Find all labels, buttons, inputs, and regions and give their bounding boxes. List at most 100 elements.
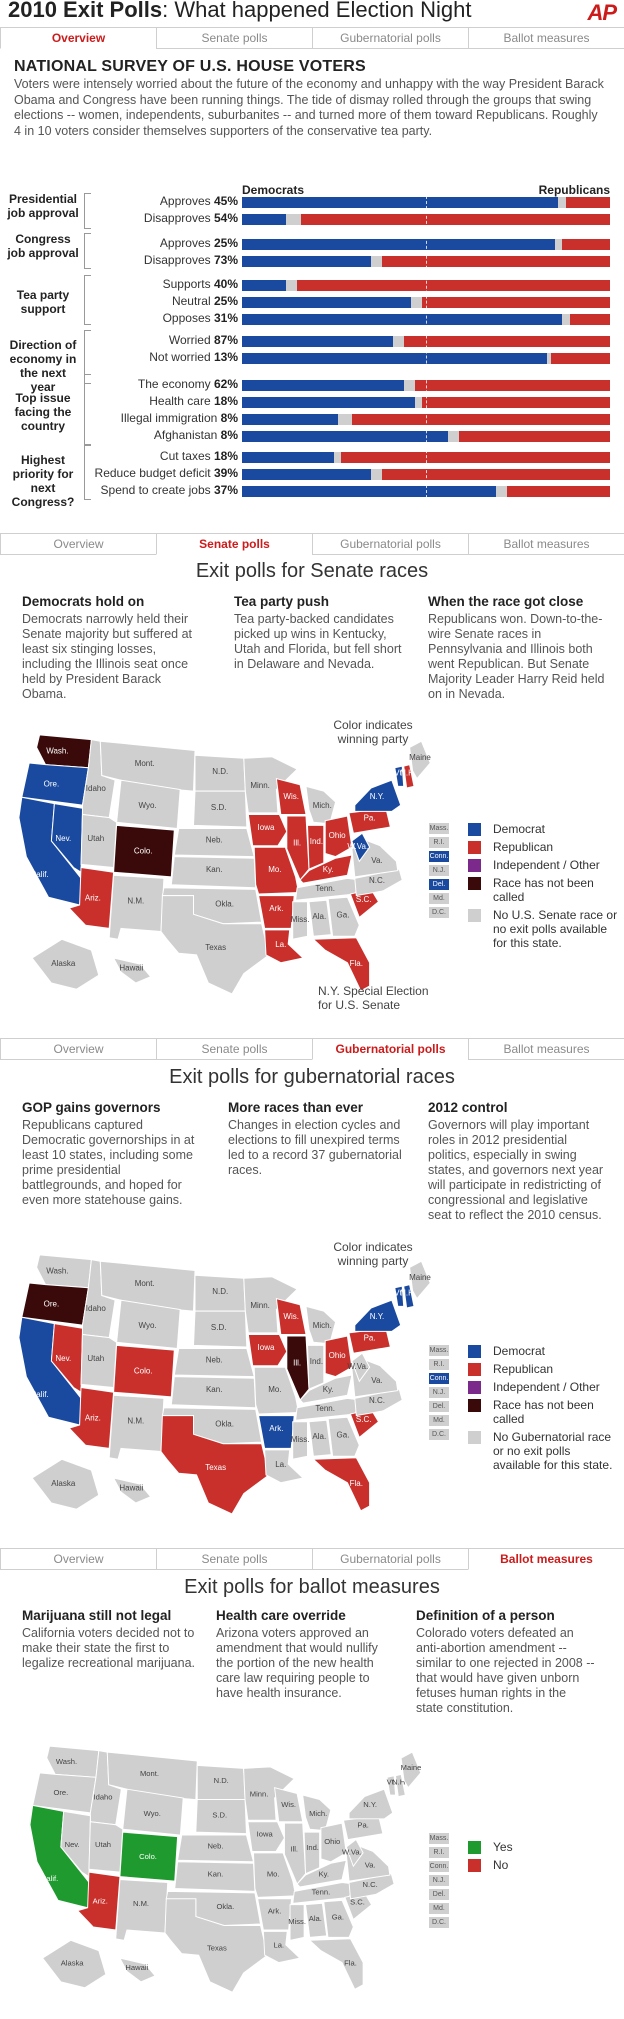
state-fla-shape[interactable]: [312, 937, 371, 992]
state-hawaii-shape[interactable]: [112, 1477, 152, 1504]
state-minn-shape[interactable]: [243, 1766, 296, 1821]
state-kan-shape[interactable]: [170, 856, 257, 889]
state-ala-shape[interactable]: [308, 899, 332, 937]
state-ariz-shape[interactable]: [68, 866, 115, 929]
state-wva-shape[interactable]: [351, 832, 371, 863]
state-ariz-shape[interactable]: [76, 1871, 121, 1931]
state-colo-shape[interactable]: [119, 1831, 179, 1882]
tab-overview[interactable]: Overview: [0, 1548, 157, 1570]
state-la-shape[interactable]: [264, 1449, 305, 1484]
state-ark-shape[interactable]: [257, 1898, 293, 1931]
state-nev-shape[interactable]: [50, 1323, 84, 1394]
state-wva-shape[interactable]: [345, 1838, 364, 1868]
small-state-box[interactable]: D.C.: [428, 1428, 450, 1441]
small-state-box[interactable]: N.J.: [428, 864, 450, 877]
state-miss-shape[interactable]: [292, 1421, 308, 1460]
state-la-shape[interactable]: [262, 1930, 301, 1964]
state-hawaii-shape[interactable]: [112, 957, 152, 984]
state-ny-shape[interactable]: [348, 1788, 394, 1820]
state-ind-shape[interactable]: [306, 1344, 325, 1390]
state-wyo-shape[interactable]: [116, 779, 181, 830]
small-state-box[interactable]: Md.: [428, 1902, 450, 1915]
small-state-box[interactable]: R.I.: [428, 1846, 450, 1859]
state-kan-shape[interactable]: [174, 1861, 256, 1892]
tab-gubernatorial[interactable]: Gubernatorial polls: [312, 27, 469, 49]
state-maine-shape[interactable]: [400, 1751, 422, 1789]
small-state-box[interactable]: Mass.: [428, 1344, 450, 1357]
state-kan-shape[interactable]: [170, 1376, 257, 1409]
tab-senate[interactable]: Senate polls: [156, 533, 313, 555]
state-texas-shape[interactable]: [164, 1898, 269, 1993]
state-ill-shape[interactable]: [283, 1822, 307, 1885]
tab-ballot[interactable]: Ballot measures: [468, 27, 624, 49]
small-state-box[interactable]: Del.: [428, 878, 450, 891]
state-minn-shape[interactable]: [243, 756, 298, 814]
state-alaska-shape[interactable]: [31, 1458, 100, 1510]
state-hawaii-shape[interactable]: [119, 1957, 156, 1983]
small-state-box[interactable]: R.I.: [428, 1358, 450, 1371]
state-ohio-shape[interactable]: [324, 815, 353, 858]
small-state-box[interactable]: D.C.: [428, 1916, 450, 1929]
state-wis-shape[interactable]: [275, 1297, 307, 1335]
small-state-box[interactable]: D.C.: [428, 906, 450, 919]
state-ny-shape[interactable]: [354, 779, 402, 812]
state-ark-shape[interactable]: [258, 895, 295, 929]
state-alaska-shape[interactable]: [31, 938, 100, 990]
state-sd-shape[interactable]: [192, 790, 248, 828]
state-ky-shape[interactable]: [296, 1859, 347, 1888]
small-state-box[interactable]: N.J.: [428, 1386, 450, 1399]
small-state-box[interactable]: Md.: [428, 1414, 450, 1427]
state-nm-shape[interactable]: [115, 1879, 169, 1941]
state-nh-shape[interactable]: [403, 763, 415, 789]
tab-overview[interactable]: Overview: [0, 1038, 157, 1060]
small-state-box[interactable]: R.I.: [428, 836, 450, 849]
state-wva-shape[interactable]: [351, 1352, 371, 1383]
small-state-box[interactable]: Del.: [428, 1400, 450, 1413]
small-state-box[interactable]: Md.: [428, 892, 450, 905]
state-fla-shape[interactable]: [312, 1457, 371, 1512]
state-fla-shape[interactable]: [308, 1938, 364, 1990]
small-state-box[interactable]: Conn.: [428, 1372, 450, 1385]
state-iowa-shape[interactable]: [247, 814, 288, 847]
small-state-box[interactable]: Conn.: [428, 850, 450, 863]
tab-senate[interactable]: Senate polls: [156, 1548, 313, 1570]
state-vt-shape[interactable]: [394, 765, 405, 787]
tab-gubernatorial[interactable]: Gubernatorial polls: [312, 533, 469, 555]
tab-overview[interactable]: Overview: [0, 533, 157, 555]
state-texas-shape[interactable]: [160, 895, 270, 995]
state-iowa-shape[interactable]: [247, 1821, 285, 1852]
tab-senate[interactable]: Senate polls: [156, 27, 313, 49]
state-ala-shape[interactable]: [308, 1419, 332, 1457]
state-texas-shape[interactable]: [160, 1415, 270, 1515]
state-nh-shape[interactable]: [394, 1773, 406, 1798]
state-colo-shape[interactable]: [113, 1344, 175, 1398]
small-state-box[interactable]: Del.: [428, 1888, 450, 1901]
state-wis-shape[interactable]: [275, 777, 307, 815]
state-ohio-shape[interactable]: [320, 1822, 347, 1863]
tab-overview[interactable]: Overview: [0, 27, 157, 49]
state-miss-shape[interactable]: [289, 1904, 305, 1941]
tab-ballot[interactable]: Ballot measures: [468, 1038, 624, 1060]
state-iowa-shape[interactable]: [247, 1334, 288, 1367]
state-nh-shape[interactable]: [403, 1283, 415, 1309]
state-ga-shape[interactable]: [327, 1416, 360, 1457]
state-la-shape[interactable]: [264, 929, 305, 964]
state-ky-shape[interactable]: [299, 1374, 353, 1404]
tab-senate[interactable]: Senate polls: [156, 1038, 313, 1060]
state-maine-shape[interactable]: [409, 740, 431, 780]
state-ill-shape[interactable]: [286, 1335, 310, 1401]
state-ala-shape[interactable]: [305, 1902, 328, 1938]
small-state-box[interactable]: Conn.: [428, 1860, 450, 1873]
small-state-box[interactable]: Mass.: [428, 822, 450, 835]
state-miss-shape[interactable]: [292, 901, 308, 940]
small-state-box[interactable]: Mass.: [428, 1832, 450, 1845]
state-nev-shape[interactable]: [60, 1810, 91, 1878]
tab-gubernatorial[interactable]: Gubernatorial polls: [312, 1548, 469, 1570]
state-maine-shape[interactable]: [409, 1260, 431, 1300]
state-ny-shape[interactable]: [354, 1299, 402, 1332]
state-ariz-shape[interactable]: [68, 1386, 115, 1449]
state-nm-shape[interactable]: [108, 874, 165, 940]
state-alaska-shape[interactable]: [41, 1939, 107, 1989]
state-ga-shape[interactable]: [323, 1899, 354, 1938]
state-sd-shape[interactable]: [195, 1799, 247, 1835]
